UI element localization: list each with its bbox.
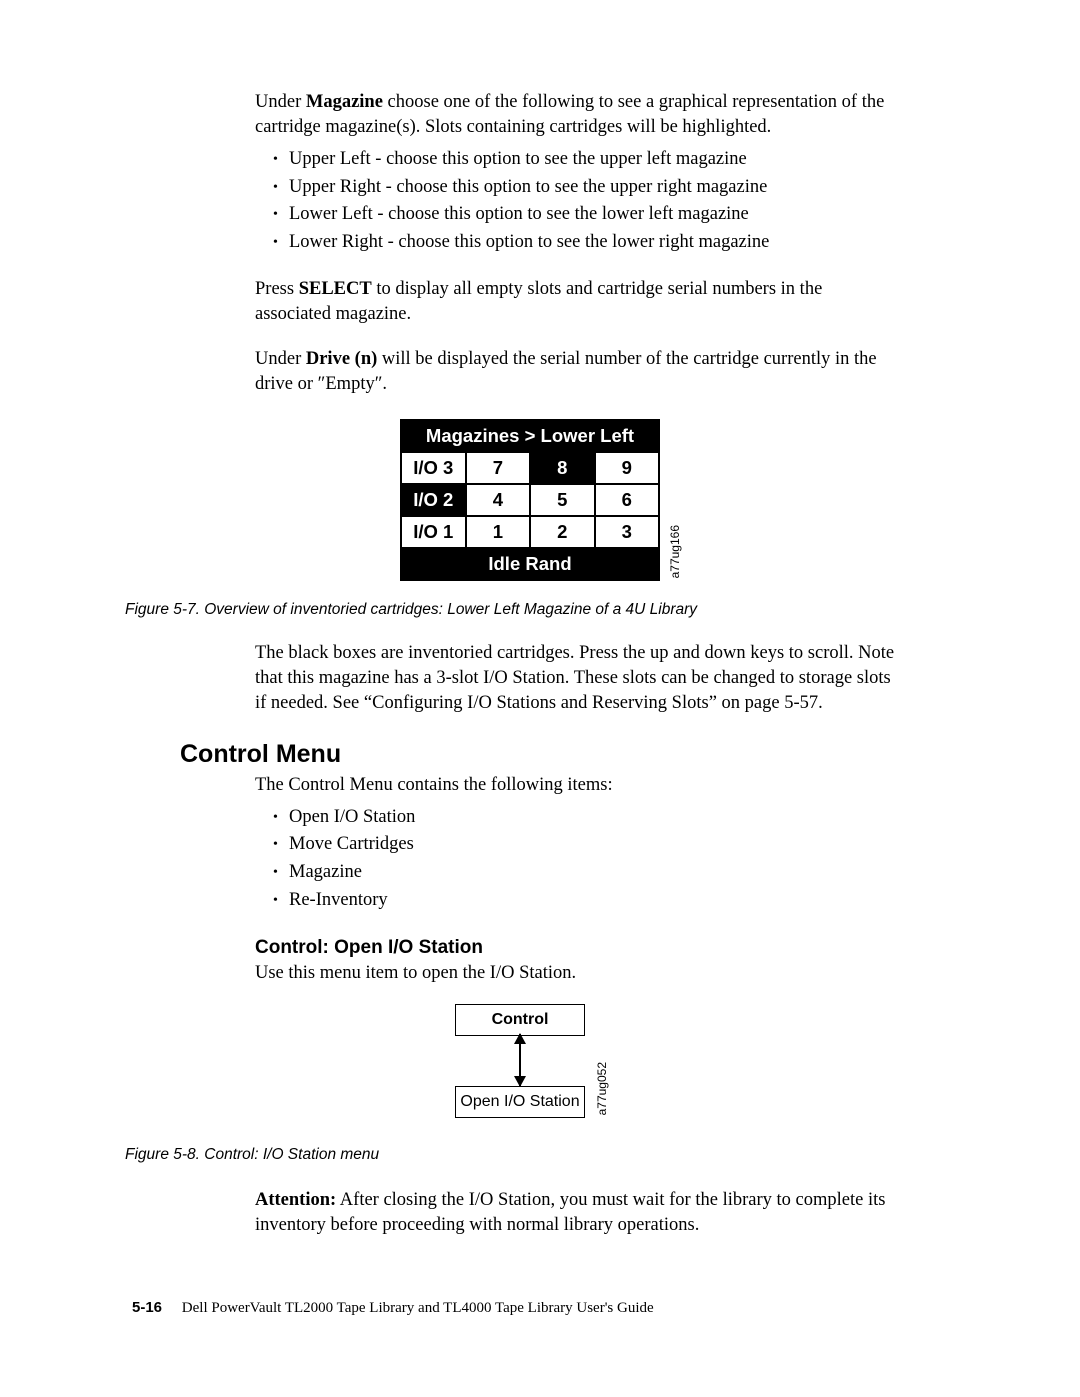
- attention-text: After closing the I/O Station, you must …: [255, 1190, 885, 1235]
- figure-code: a77ug052: [595, 1062, 609, 1115]
- slot-cell: 6: [595, 484, 659, 516]
- list-item: Upper Right - choose this option to see …: [273, 174, 900, 202]
- list-item: Upper Left - choose this option to see t…: [273, 146, 900, 174]
- magazine-footer: Idle Rand: [401, 548, 659, 580]
- intro-p3a: Under: [255, 349, 306, 369]
- intro-p1: Under Magazine choose one of the followi…: [255, 90, 900, 140]
- intro-p2b: SELECT: [299, 279, 372, 299]
- diagram-box-open-io: Open I/O Station: [455, 1086, 585, 1118]
- footer-text: Dell PowerVault TL2000 Tape Library and …: [182, 1300, 654, 1316]
- io-cell: I/O 3: [401, 452, 466, 484]
- after-fig-block: The black boxes are inventoried cartridg…: [255, 641, 900, 716]
- slot-cell: 7: [466, 452, 530, 484]
- intro-p2a: Press: [255, 279, 299, 299]
- page-content: Under Magazine choose one of the followi…: [180, 90, 900, 1242]
- figure-5-7-caption: Figure 5-7. Overview of inventoried cart…: [125, 601, 900, 619]
- page-footer: 5-16 Dell PowerVault TL2000 Tape Library…: [132, 1299, 654, 1317]
- list-item: Magazine: [273, 859, 900, 887]
- figure-5-7-diagram: Magazines > Lower Left I/O 3 7 8 9 I/O 2…: [400, 419, 680, 581]
- list-item: Move Cartridges: [273, 831, 900, 859]
- slot-cell-inventoried: 8: [530, 452, 594, 484]
- slot-cell: 3: [595, 516, 659, 548]
- magazine-table: Magazines > Lower Left I/O 3 7 8 9 I/O 2…: [400, 419, 660, 581]
- control-intro: The Control Menu contains the following …: [255, 773, 900, 798]
- list-item: Lower Left - choose this option to see t…: [273, 201, 900, 229]
- attention-label: Attention:: [255, 1190, 336, 1210]
- figure-5-8-diagram: Control Open I/O Station a77ug052: [455, 1004, 655, 1124]
- slot-cell: 4: [466, 484, 530, 516]
- figure-5-8-caption: Figure 5-8. Control: I/O Station menu: [125, 1146, 900, 1164]
- table-row: I/O 1 1 2 3: [401, 516, 659, 548]
- attention-p: Attention: After closing the I/O Station…: [255, 1188, 900, 1238]
- control-open-io-heading: Control: Open I/O Station: [255, 937, 900, 959]
- intro-p1b: Magazine: [306, 92, 383, 112]
- list-item: Lower Right - choose this option to see …: [273, 229, 900, 257]
- figure-code: a77ug166: [668, 525, 682, 578]
- control-menu-heading: Control Menu: [180, 740, 900, 769]
- magazine-options: Upper Left - choose this option to see t…: [255, 146, 900, 257]
- intro-p1a: Under: [255, 92, 306, 112]
- intro-block: Under Magazine choose one of the followi…: [255, 90, 900, 581]
- table-row: I/O 2 4 5 6: [401, 484, 659, 516]
- slot-cell: 5: [530, 484, 594, 516]
- slot-cell: 9: [595, 452, 659, 484]
- intro-p3: Under Drive (n) will be displayed the se…: [255, 347, 900, 397]
- control-open-io-text: Use this menu item to open the I/O Stati…: [255, 961, 900, 986]
- table-row: I/O 3 7 8 9: [401, 452, 659, 484]
- io-cell: I/O 1: [401, 516, 466, 548]
- slot-cell: 1: [466, 516, 530, 548]
- attention-block: Attention: After closing the I/O Station…: [255, 1188, 900, 1238]
- magazine-header: Magazines > Lower Left: [401, 420, 659, 452]
- after-fig-p: The black boxes are inventoried cartridg…: [255, 641, 900, 716]
- list-item: Open I/O Station: [273, 804, 900, 832]
- list-item: Re-Inventory: [273, 887, 900, 915]
- control-block: The Control Menu contains the following …: [255, 773, 900, 1124]
- diagram-box-control: Control: [455, 1004, 585, 1036]
- slot-cell: 2: [530, 516, 594, 548]
- control-items: Open I/O Station Move Cartridges Magazin…: [255, 804, 900, 915]
- io-cell-inventoried: I/O 2: [401, 484, 466, 516]
- intro-p3b: Drive (n): [306, 349, 377, 369]
- intro-p2: Press SELECT to display all empty slots …: [255, 277, 900, 327]
- page-number: 5-16: [132, 1299, 162, 1316]
